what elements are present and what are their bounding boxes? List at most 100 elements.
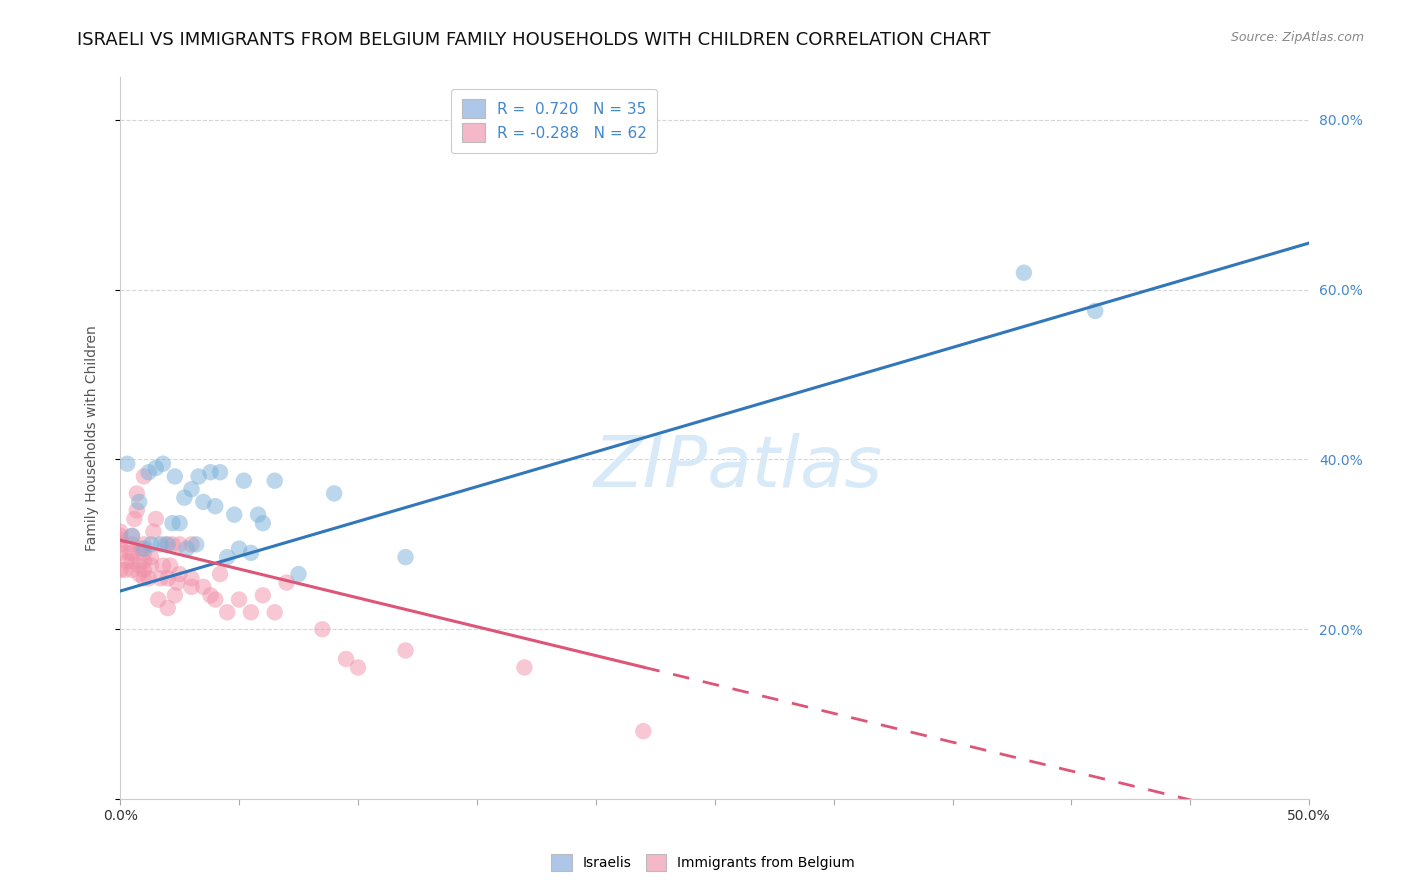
Text: ZIPatlas: ZIPatlas	[593, 433, 883, 501]
Point	[139, 550, 162, 565]
Point	[108, 563, 131, 577]
Point	[263, 474, 285, 488]
Point	[149, 571, 172, 585]
Point	[121, 554, 143, 568]
Point	[108, 524, 131, 539]
Point	[1084, 304, 1107, 318]
Text: ISRAELI VS IMMIGRANTS FROM BELGIUM FAMILY HOUSEHOLDS WITH CHILDREN CORRELATION C: ISRAELI VS IMMIGRANTS FROM BELGIUM FAMIL…	[77, 31, 991, 49]
Point	[224, 508, 246, 522]
Point	[200, 465, 222, 479]
Point	[252, 588, 274, 602]
Point	[132, 554, 155, 568]
Point	[108, 533, 131, 548]
Point	[239, 605, 262, 619]
Point	[193, 495, 215, 509]
Point	[121, 537, 143, 551]
Point	[121, 563, 143, 577]
Point	[633, 724, 655, 739]
Point	[169, 567, 191, 582]
Point	[121, 529, 143, 543]
Point	[148, 592, 170, 607]
Point	[217, 550, 239, 565]
Point	[132, 537, 155, 551]
Point	[208, 567, 231, 582]
Point	[187, 469, 209, 483]
Point	[200, 588, 222, 602]
Point	[145, 461, 167, 475]
Point	[152, 457, 174, 471]
Point	[142, 524, 165, 539]
Point	[162, 537, 184, 551]
Point	[276, 575, 298, 590]
Point	[132, 469, 155, 483]
Point	[204, 592, 226, 607]
Legend: R =  0.720   N = 35, R = -0.288   N = 62: R = 0.720 N = 35, R = -0.288 N = 62	[451, 88, 658, 153]
Point	[513, 660, 536, 674]
Point	[176, 541, 198, 556]
Point	[186, 537, 208, 551]
Point	[162, 516, 184, 530]
Point	[132, 563, 155, 577]
Point	[156, 537, 179, 551]
Point	[132, 541, 155, 556]
Point	[323, 486, 346, 500]
Point	[394, 550, 416, 565]
Point	[152, 558, 174, 573]
Point	[117, 554, 139, 568]
Point	[204, 499, 226, 513]
Point	[394, 643, 416, 657]
Point	[145, 512, 167, 526]
Point	[180, 537, 202, 551]
Point	[108, 546, 131, 560]
Point	[125, 503, 148, 517]
Point	[263, 605, 285, 619]
Point	[335, 652, 357, 666]
Point	[311, 622, 333, 636]
Point	[247, 508, 270, 522]
Point	[139, 558, 162, 573]
Y-axis label: Family Households with Children: Family Households with Children	[86, 326, 100, 551]
Point	[138, 465, 160, 479]
Point	[124, 512, 146, 526]
Point	[149, 537, 172, 551]
Point	[155, 537, 177, 551]
Point	[228, 592, 250, 607]
Point	[128, 558, 150, 573]
Point	[252, 516, 274, 530]
Point	[169, 516, 191, 530]
Point	[166, 575, 188, 590]
Point	[208, 465, 231, 479]
Point	[163, 469, 186, 483]
Point	[132, 571, 155, 585]
Point	[108, 537, 131, 551]
Point	[117, 457, 139, 471]
Point	[180, 571, 202, 585]
Point	[1012, 266, 1035, 280]
Point	[347, 660, 370, 674]
Point	[128, 567, 150, 582]
Point	[131, 541, 153, 556]
Point	[138, 571, 160, 585]
Point	[121, 529, 143, 543]
Point	[287, 567, 309, 582]
Point	[132, 546, 155, 560]
Point	[118, 546, 141, 560]
Point	[108, 529, 131, 543]
Point	[125, 486, 148, 500]
Point	[121, 546, 143, 560]
Point	[128, 495, 150, 509]
Legend: Israelis, Immigrants from Belgium: Israelis, Immigrants from Belgium	[546, 848, 860, 876]
Point	[232, 474, 254, 488]
Point	[180, 482, 202, 496]
Point	[217, 605, 239, 619]
Point	[139, 537, 162, 551]
Point	[180, 580, 202, 594]
Point	[173, 491, 195, 505]
Text: Source: ZipAtlas.com: Source: ZipAtlas.com	[1230, 31, 1364, 45]
Point	[114, 563, 136, 577]
Point	[193, 580, 215, 594]
Point	[156, 571, 179, 585]
Point	[169, 537, 191, 551]
Point	[239, 546, 262, 560]
Point	[163, 588, 186, 602]
